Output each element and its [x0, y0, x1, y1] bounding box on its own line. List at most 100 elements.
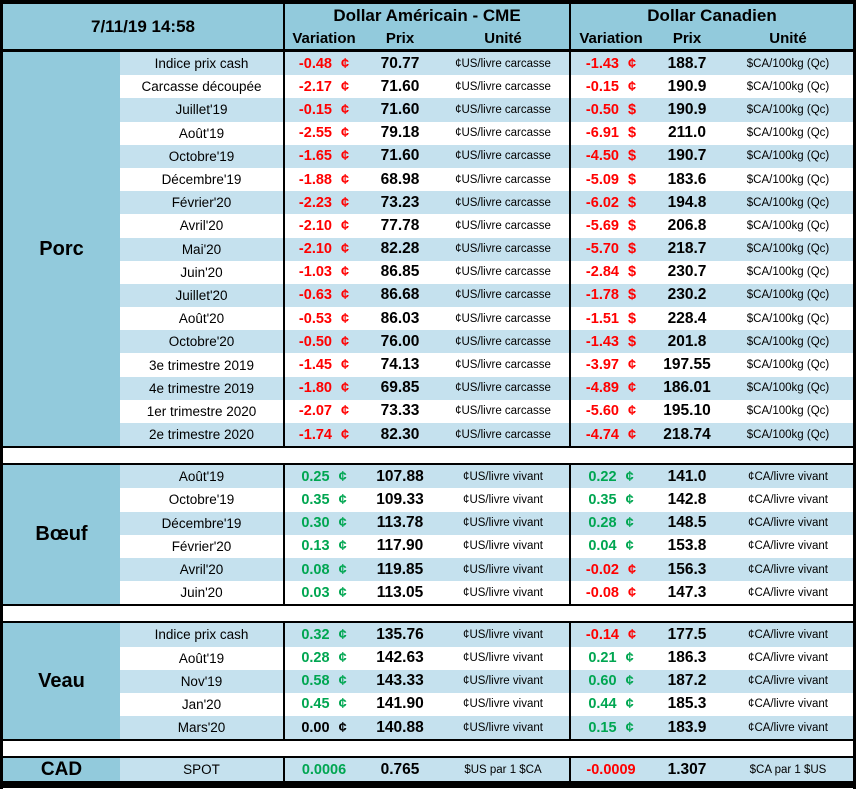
- us-unit: ¢US/livre vivant: [437, 623, 569, 647]
- ca-currency-symbol: $: [627, 101, 637, 118]
- ca-unit: $CA/100kg (Qc): [723, 237, 853, 261]
- ca-price: 147.3: [667, 583, 707, 601]
- us-currency-symbol: ¢: [338, 538, 347, 555]
- us-unit: ¢US/livre carcasse: [455, 219, 551, 232]
- us-variation-value: -0.48 ¢: [283, 52, 363, 76]
- us-variation-value: 0.13 ¢: [283, 534, 363, 558]
- ca-unit: ¢CA/livre vivant: [723, 511, 853, 535]
- row-label: Avril'20: [120, 557, 283, 582]
- ca-currency-symbol: ¢: [627, 584, 637, 601]
- us-variation-number: 0.25: [301, 468, 330, 485]
- ca-currency-symbol: $: [627, 287, 637, 304]
- ca-currency-symbol: $: [627, 171, 637, 188]
- ca-variation-value: -0.0009: [569, 758, 651, 782]
- ca-price: 218.7: [651, 237, 723, 261]
- ca-unit: $CA/100kg (Qc): [723, 98, 853, 122]
- ca-unit: $CA/100kg (Qc): [746, 405, 830, 418]
- ca-unit: $CA/100kg (Qc): [723, 283, 853, 308]
- us-price: 68.98: [380, 170, 420, 188]
- ca-price: 230.2: [651, 283, 723, 308]
- ca-variation-value: -5.60 ¢: [569, 399, 651, 423]
- row-label: Carcasse découpée: [141, 79, 262, 95]
- ca-variation-number: 0.44: [588, 696, 617, 713]
- us-price: 82.28: [363, 237, 437, 261]
- ca-variation-value: -0.14 ¢: [569, 623, 651, 647]
- row-label: Décembre'19: [120, 511, 283, 535]
- us-currency-symbol: ¢: [340, 217, 350, 234]
- us-currency-symbol: ¢: [340, 194, 350, 211]
- ca-variation-number: -4.74: [585, 426, 619, 443]
- us-variation-number: -2.07: [298, 403, 332, 420]
- ca-price: 141.0: [651, 465, 723, 489]
- ca-currency-symbol: ¢: [625, 696, 634, 713]
- usd-section-title: Dollar Américain - CME: [283, 4, 569, 28]
- ca-variation-number: -6.02: [585, 194, 619, 211]
- us-unit: ¢US/livre carcasse: [455, 266, 551, 279]
- us-price: 86.03: [380, 309, 420, 327]
- row-label: SPOT: [120, 758, 283, 782]
- us-currency-symbol: ¢: [338, 515, 347, 532]
- ca-variation-value: -4.50 $: [569, 144, 651, 168]
- us-variation-number: -2.10: [298, 217, 332, 234]
- ca-unit: $CA/100kg (Qc): [723, 376, 853, 400]
- ca-currency-symbol: ¢: [627, 78, 637, 95]
- us-price: 143.33: [363, 669, 437, 693]
- bottom-border: [3, 781, 853, 789]
- ca-currency-symbol: $: [627, 148, 637, 165]
- us-price: 135.76: [363, 623, 437, 647]
- ca-unit: ¢CA/livre vivant: [748, 652, 828, 665]
- us-price: 113.05: [376, 583, 424, 601]
- section-divider: [3, 446, 853, 466]
- us-price: 71.60: [363, 98, 437, 122]
- us-price: 70.77: [363, 52, 437, 76]
- ca-variation-value: -1.43 ¢: [569, 52, 651, 76]
- cad-unite-header: Unité: [769, 30, 807, 47]
- us-price: 109.33: [376, 490, 424, 508]
- row-label: 1er trimestre 2020: [146, 403, 257, 419]
- row-label: Juillet'19: [120, 98, 283, 122]
- us-unit: ¢US/livre carcasse: [455, 127, 551, 140]
- ca-unit: $CA/100kg (Qc): [746, 266, 830, 279]
- ca-variation-value: -2.84 $: [569, 260, 651, 284]
- us-variation-value: 0.58 ¢: [283, 669, 363, 693]
- ca-variation-number: 0.22: [588, 468, 617, 485]
- cad-section-title: Dollar Canadien: [569, 4, 853, 28]
- us-price: 77.78: [380, 216, 420, 234]
- ca-variation-value: 0.28 ¢: [569, 511, 651, 535]
- ca-variation-number: -5.69: [585, 217, 619, 234]
- us-price: 142.63: [376, 649, 424, 667]
- us-currency-symbol: ¢: [340, 287, 350, 304]
- ca-currency-symbol: $: [627, 217, 637, 234]
- us-price: 71.60: [380, 77, 420, 95]
- ca-variation-number: -3.97: [585, 357, 619, 374]
- ca-unit: $CA/100kg (Qc): [746, 359, 830, 372]
- ca-variation-value: -3.97 ¢: [569, 353, 651, 377]
- ca-variation-number: -0.0009: [586, 761, 636, 778]
- ca-price: 197.55: [663, 356, 711, 374]
- row-label: Juillet'20: [120, 283, 283, 308]
- ca-currency-symbol: ¢: [625, 538, 634, 555]
- us-unit: ¢US/livre vivant: [463, 540, 543, 553]
- ca-variation-number: -0.02: [585, 561, 619, 578]
- ca-unit: ¢CA/livre vivant: [748, 586, 828, 599]
- ca-price: 186.3: [667, 649, 707, 667]
- us-variation-number: 0.32: [301, 626, 330, 643]
- row-label: Août'20: [178, 311, 225, 327]
- us-variation-value: -2.10 ¢: [283, 214, 363, 238]
- usd-variation-header: Variation: [283, 28, 363, 49]
- ca-variation-number: -4.89: [585, 380, 619, 397]
- ca-price: 177.5: [651, 623, 723, 647]
- us-variation-value: 0.28 ¢: [283, 646, 363, 670]
- ca-currency-symbol: ¢: [625, 515, 634, 532]
- us-currency-symbol: ¢: [340, 426, 350, 443]
- row-label: Février'20: [171, 538, 232, 554]
- us-currency-symbol: ¢: [340, 403, 350, 420]
- us-variation-number: -1.88: [298, 171, 332, 188]
- ca-variation-value: -0.50 $: [569, 98, 651, 122]
- us-variation-number: -2.23: [298, 194, 332, 211]
- ca-currency-symbol: $: [627, 241, 637, 258]
- us-unit: ¢US/livre carcasse: [455, 359, 551, 372]
- ca-currency-symbol: $: [627, 264, 637, 281]
- ca-variation-number: -0.15: [585, 78, 619, 95]
- us-price: 86.68: [363, 283, 437, 308]
